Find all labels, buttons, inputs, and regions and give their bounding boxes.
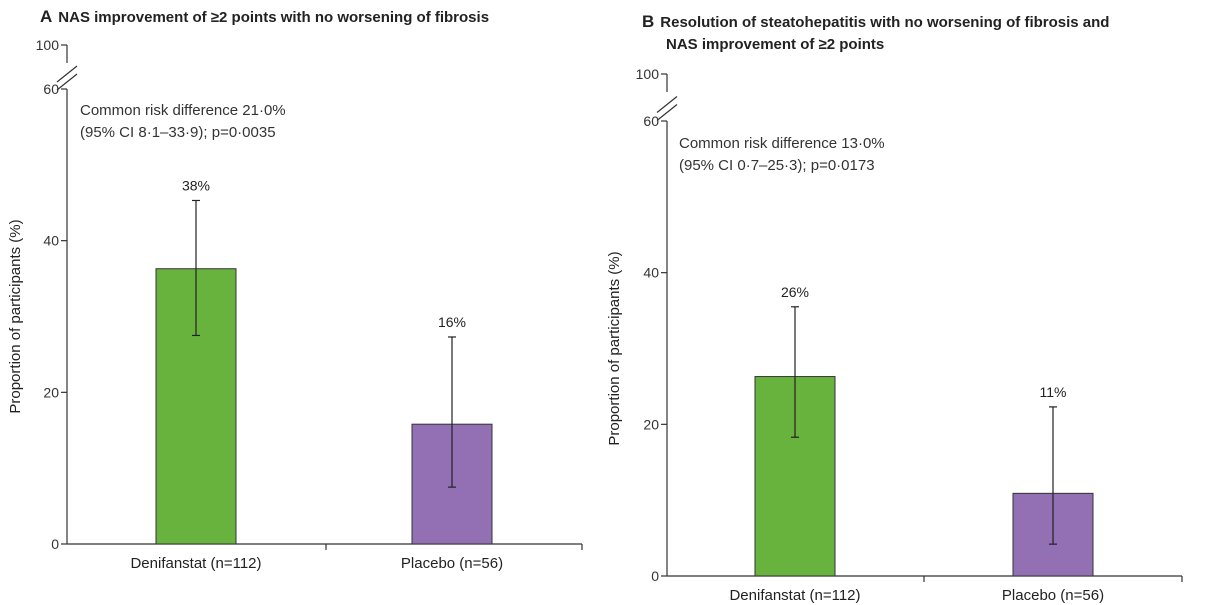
panel-b-title: B Resolution of steatohepatitis with no w…	[642, 11, 1202, 56]
chart-a: 0 20 40 60 100 Proportion of participants (%)…	[7, 37, 583, 572]
axis-break-mark	[656, 104, 678, 121]
panel-b-letter: B	[642, 12, 655, 31]
y-tick-label: 20	[643, 416, 659, 432]
risk-difference-annotation: Common risk difference 13·0%	[679, 135, 885, 152]
category-label: Denifanstat (n=112)	[729, 587, 860, 604]
panel-b-title-line-2: NAS improvement of ≥2 points	[666, 36, 885, 53]
chart-b: 0 20 40 60 100 Proportion of participants (%)…	[606, 66, 1183, 604]
y-axis-label: Proportion of participants (%)	[606, 251, 623, 445]
panel-a-title: A NAS improvement of ≥2 points with no wo…	[40, 6, 600, 29]
panel-b-title-line-1: Resolution of steatohepatitis with no wo…	[660, 14, 1110, 31]
y-tick-label: 100	[36, 37, 60, 53]
y-tick-label: 60	[43, 81, 59, 97]
axis-break-mark	[656, 96, 678, 113]
risk-difference-annotation: Common risk difference 21·0%	[80, 102, 286, 119]
category-label: Placebo (n=56)	[401, 555, 503, 572]
panel-b: B Resolution of steatohepatitis with no w…	[600, 0, 1200, 605]
y-tick-label: 20	[43, 384, 59, 400]
category-label: Placebo (n=56)	[1002, 587, 1104, 604]
axis-break-mark	[56, 65, 78, 83]
y-tick-label: 40	[643, 265, 659, 281]
risk-difference-annotation: (95% CI 8·1–33·9); p=0·0035	[80, 124, 276, 141]
bar-value-label: 16%	[438, 314, 466, 330]
y-tick-label: 100	[636, 66, 660, 82]
category-label: Denifanstat (n=112)	[130, 555, 261, 572]
y-tick-label: 0	[651, 568, 659, 584]
panel-a-letter: A	[40, 7, 53, 26]
bar-value-label: 11%	[1040, 384, 1067, 400]
y-tick-label: 40	[43, 233, 59, 249]
panel-a: A NAS improvement of ≥2 points with no wo…	[0, 0, 600, 605]
y-axis-label: Proportion of participants (%)	[7, 219, 24, 413]
y-tick-label: 0	[51, 536, 59, 552]
panel-a-title-text: NAS improvement of ≥2 points with no wor…	[58, 9, 490, 26]
bar-value-label: 26%	[781, 284, 809, 300]
axis-break-mark	[56, 73, 78, 91]
bar-value-label: 38%	[182, 177, 210, 193]
y-tick-label: 60	[643, 113, 659, 129]
risk-difference-annotation: (95% CI 0·7–25·3); p=0·0173	[679, 157, 875, 174]
